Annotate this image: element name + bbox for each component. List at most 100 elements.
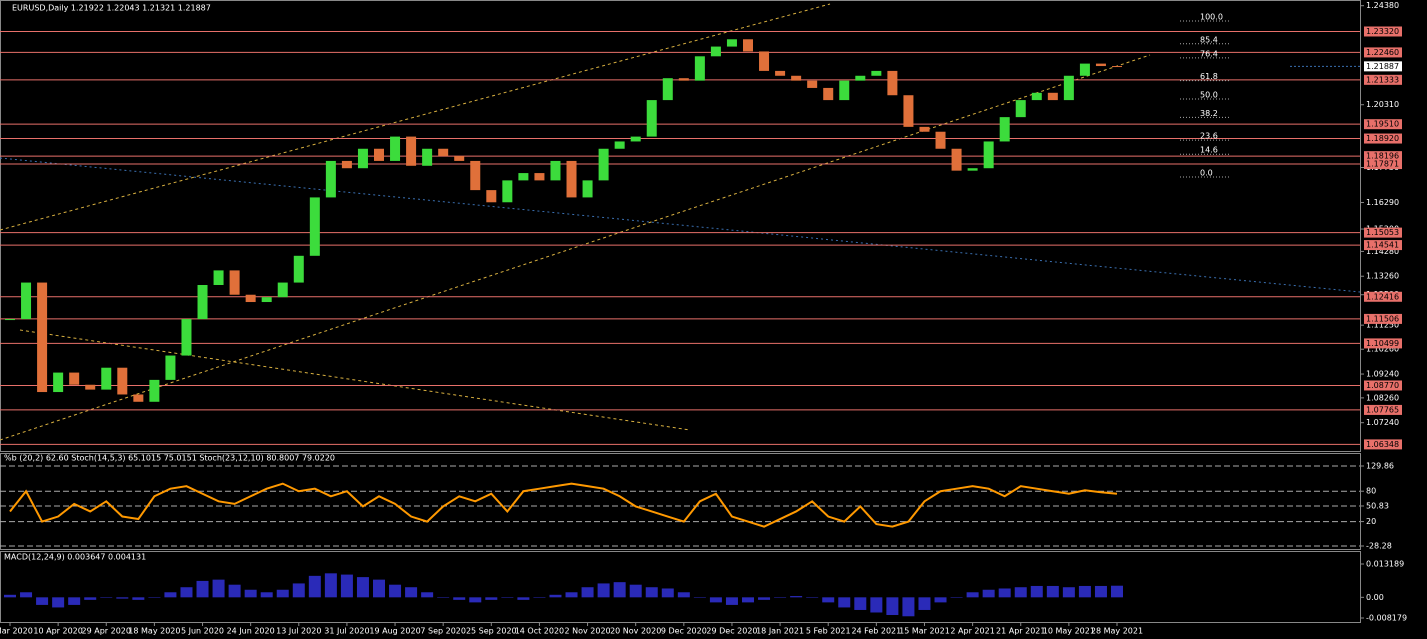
fib-label: 38.2 bbox=[1200, 109, 1218, 118]
channel-line bbox=[0, 54, 1151, 441]
candle bbox=[133, 394, 144, 402]
y-tick-label: 129.86 bbox=[1366, 462, 1394, 471]
candle bbox=[1112, 66, 1122, 68]
candle bbox=[357, 148, 368, 169]
macd-bar bbox=[565, 592, 578, 598]
candle bbox=[374, 148, 384, 161]
candle bbox=[983, 141, 994, 169]
candle bbox=[341, 160, 352, 169]
macd-bar bbox=[581, 587, 594, 598]
level-box bbox=[1364, 313, 1402, 324]
macd-bar bbox=[196, 580, 209, 598]
level-label: 1.12416 bbox=[1366, 292, 1399, 301]
x-tick-label: 9 Dec 2020 bbox=[661, 627, 707, 636]
candle bbox=[566, 160, 577, 198]
macd-bar bbox=[4, 594, 16, 598]
y-tick-label: -28.28 bbox=[1366, 542, 1392, 551]
macd-bar bbox=[1111, 585, 1123, 598]
macd-bar bbox=[1046, 585, 1059, 598]
y-tick-label: 0.013189 bbox=[1366, 560, 1404, 569]
macd-bar bbox=[308, 575, 321, 598]
candle bbox=[582, 180, 593, 198]
macd-bar bbox=[244, 589, 257, 598]
candle bbox=[438, 148, 449, 157]
macd-bar bbox=[742, 597, 754, 603]
macd-bar bbox=[709, 597, 722, 603]
candle bbox=[630, 136, 641, 142]
x-tick-label: 18 May 2020 bbox=[128, 627, 180, 636]
fib-label: 14.6 bbox=[1200, 146, 1218, 155]
x-tick-label: 20 Nov 2020 bbox=[610, 627, 661, 636]
macd-bar bbox=[20, 592, 33, 598]
price-box bbox=[1364, 61, 1402, 72]
y-tick-label: 1.14280 bbox=[1366, 247, 1399, 256]
level-box bbox=[1364, 133, 1402, 144]
candle bbox=[21, 282, 32, 320]
y-tick-label: 1.08260 bbox=[1366, 393, 1399, 402]
macd-bar bbox=[212, 579, 225, 598]
x-tick-label: 18 Jan 2021 bbox=[756, 627, 804, 636]
fib-label: 85.4 bbox=[1200, 35, 1218, 44]
macd-bar bbox=[998, 588, 1011, 598]
x-tick-label: 13 Jul 2020 bbox=[276, 627, 321, 636]
channel-lines bbox=[0, 3, 1151, 441]
candle bbox=[534, 173, 545, 181]
macd-bar bbox=[902, 597, 915, 617]
candle bbox=[37, 282, 48, 393]
y-tick-label: 1.09240 bbox=[1366, 370, 1399, 379]
x-tick-label: 5 Feb 2021 bbox=[806, 627, 851, 636]
candle bbox=[919, 126, 930, 132]
macd-bar bbox=[421, 592, 434, 598]
candle bbox=[775, 70, 786, 76]
macd-bar bbox=[228, 584, 241, 598]
y-tick-label: -0.008179 bbox=[1366, 614, 1407, 623]
candle bbox=[470, 160, 481, 191]
x-tick-label: 2 Nov 2020 bbox=[564, 627, 610, 636]
candle bbox=[598, 148, 609, 181]
level-box bbox=[1364, 291, 1402, 302]
y-tick-label: 1.11250 bbox=[1366, 321, 1399, 330]
macd-bar bbox=[501, 597, 514, 598]
candle bbox=[646, 100, 657, 137]
candle bbox=[69, 372, 80, 385]
level-label: 1.07765 bbox=[1366, 405, 1399, 414]
level-label: 1.10499 bbox=[1366, 339, 1399, 348]
candle bbox=[229, 270, 240, 295]
candle bbox=[1047, 92, 1058, 101]
candle bbox=[406, 136, 417, 166]
macd-bar bbox=[661, 588, 674, 598]
y-tick-label: 80 bbox=[1366, 487, 1376, 496]
candle bbox=[117, 367, 128, 395]
macd-bar bbox=[918, 597, 931, 610]
y-tick-label: 0.00 bbox=[1366, 593, 1384, 602]
macd-bar bbox=[276, 589, 289, 598]
x-tick-label: 24 Feb 2021 bbox=[851, 627, 901, 636]
level-box bbox=[1364, 439, 1402, 450]
y-tick-label: 1.13260 bbox=[1366, 272, 1399, 281]
candle bbox=[390, 136, 401, 161]
level-label: 1.18196 bbox=[1366, 152, 1399, 161]
chart-title: EURUSD,Daily 1.21922 1.22043 1.21321 1.2… bbox=[12, 4, 211, 13]
price-frame bbox=[0, 0, 1361, 452]
fib-label: 23.6 bbox=[1200, 132, 1218, 141]
macd-bar bbox=[132, 597, 145, 600]
candle bbox=[1063, 75, 1074, 101]
candle bbox=[759, 51, 770, 71]
candle bbox=[999, 117, 1010, 142]
level-label: 1.11506 bbox=[1366, 314, 1399, 323]
level-box bbox=[1364, 47, 1402, 58]
macd-bar bbox=[1094, 585, 1107, 598]
candle bbox=[743, 39, 753, 52]
level-label: 1.19510 bbox=[1366, 120, 1399, 129]
macd-bar bbox=[597, 583, 610, 598]
y-tick-label: 1.10260 bbox=[1366, 345, 1399, 354]
panel-frames bbox=[0, 0, 1361, 623]
y-tick-label: 50.83 bbox=[1366, 501, 1389, 510]
fib-label: 61.8 bbox=[1200, 72, 1218, 81]
level-box bbox=[1364, 151, 1402, 162]
candle bbox=[614, 141, 625, 149]
x-tick-label: 10 Apr 2020 bbox=[33, 627, 82, 636]
level-box bbox=[1364, 159, 1402, 170]
macd-bar bbox=[164, 592, 177, 598]
macd-bar bbox=[405, 587, 418, 598]
